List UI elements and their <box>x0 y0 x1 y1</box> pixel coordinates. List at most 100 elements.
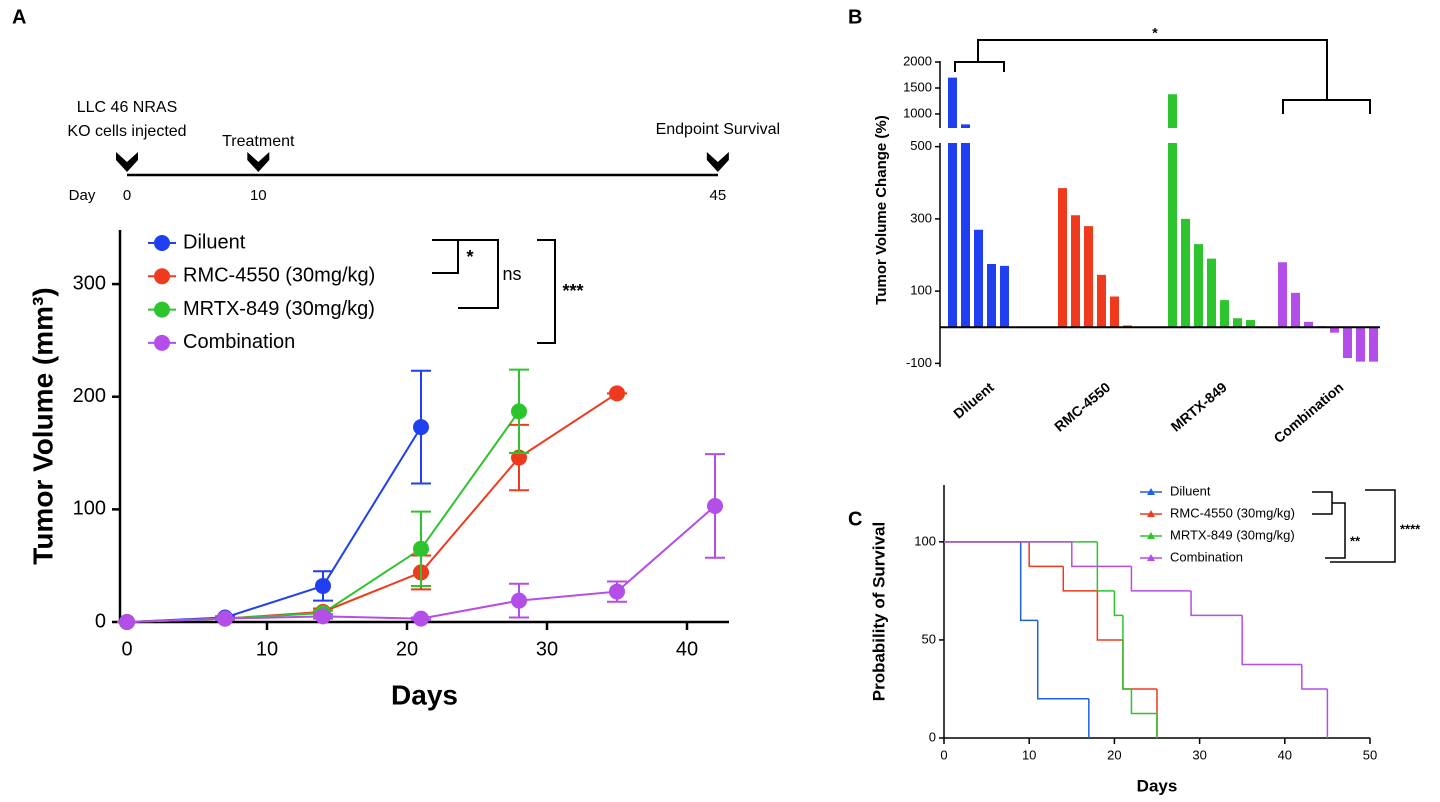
data-point <box>511 592 527 609</box>
bar <box>948 77 957 328</box>
bar <box>987 264 996 328</box>
survival-step <box>1062 566 1098 592</box>
legend-label: MRTX-849 (30mg/kg) <box>183 298 375 320</box>
significance-bracket <box>1330 489 1396 563</box>
x-tick-label: 0 <box>940 747 947 762</box>
y-tick-label: -100 <box>906 355 932 370</box>
panel-label: B <box>848 6 862 28</box>
y-tick-label: 1000 <box>903 105 932 120</box>
x-tick-label: 50 <box>1363 747 1377 762</box>
y-tick-label: 100 <box>914 533 936 548</box>
y-tick-label: 0 <box>929 729 936 744</box>
bar <box>1220 300 1229 328</box>
survival-step <box>1130 566 1192 592</box>
survival-step <box>1113 590 1123 617</box>
timeline-day: 10 <box>250 187 267 204</box>
bar <box>1097 274 1106 328</box>
timeline-label: LLC 46 NRAS <box>77 99 178 116</box>
x-tick-label: 20 <box>396 638 418 660</box>
legend-label: Diluent <box>1170 483 1211 498</box>
x-axis-label: Days <box>391 679 458 710</box>
data-point <box>413 419 429 436</box>
timeline-label: KO cells injected <box>67 123 186 140</box>
data-point <box>609 583 625 600</box>
y-tick-label: 1500 <box>903 79 932 94</box>
y-tick-label: 300 <box>73 272 106 294</box>
legend-label: RMC-4550 (30mg/kg) <box>1170 505 1295 520</box>
bar <box>1058 188 1067 328</box>
significance-bracket <box>458 239 499 309</box>
significance-label: **** <box>1400 521 1421 536</box>
timeline-day: 45 <box>710 187 727 204</box>
legend-label: Diluent <box>183 231 246 253</box>
survival-step <box>1071 541 1132 568</box>
legend-label: Combination <box>183 331 295 353</box>
significance-bracket <box>954 39 1371 114</box>
bar <box>1071 215 1080 328</box>
timeline-day-label: Day <box>69 187 96 204</box>
legend-marker <box>1147 510 1155 517</box>
legend-marker <box>1147 554 1155 561</box>
significance-label: * <box>1152 25 1158 41</box>
bar <box>1168 94 1177 328</box>
bar <box>1194 244 1203 328</box>
panel-label: C <box>848 508 862 530</box>
x-tick-label: 30 <box>536 638 558 660</box>
data-point <box>315 608 331 625</box>
survival-step <box>1096 541 1115 592</box>
significance-label: * <box>466 247 473 267</box>
y-axis-label: Probability of Survival <box>869 522 888 702</box>
x-category-label: RMC-4550 <box>1051 379 1113 435</box>
timeline-arrow <box>706 152 729 172</box>
x-tick-label: 0 <box>121 638 132 660</box>
data-point <box>413 610 429 627</box>
data-point <box>217 610 233 627</box>
x-category-label: MRTX-849 <box>1168 379 1230 435</box>
y-tick-label: 2000 <box>903 53 932 68</box>
data-point <box>413 540 429 557</box>
x-category-label: Combination <box>1270 379 1346 446</box>
x-category-label: Diluent <box>950 379 997 422</box>
significance-bracket <box>537 239 556 344</box>
significance-bracket <box>1312 491 1346 559</box>
survival-step <box>1190 590 1243 617</box>
y-tick-label: 200 <box>73 385 106 407</box>
bar <box>1278 262 1287 328</box>
survival-step <box>1036 620 1089 700</box>
legend-marker <box>1147 488 1155 495</box>
survival-step <box>1028 541 1064 568</box>
survival-step <box>1130 688 1157 715</box>
data-point <box>511 403 527 420</box>
y-tick-label: 300 <box>910 210 932 225</box>
legend-label: Combination <box>1170 549 1243 564</box>
legend-marker <box>1147 532 1155 539</box>
bar <box>1181 218 1190 328</box>
x-tick-label: 40 <box>676 638 698 660</box>
x-tick-label: 10 <box>1022 747 1036 762</box>
y-tick-label: 50 <box>922 631 936 646</box>
bar <box>1330 327 1339 333</box>
x-axis-label: Days <box>1137 776 1178 795</box>
legend-label: MRTX-849 (30mg/kg) <box>1170 527 1295 542</box>
survival-step <box>1301 664 1328 690</box>
series-line <box>126 426 422 623</box>
timeline-arrow <box>116 152 138 172</box>
bar <box>1356 327 1365 362</box>
significance-label: ** <box>1350 533 1361 548</box>
bar <box>1233 318 1242 328</box>
x-tick-label: 40 <box>1278 747 1292 762</box>
y-tick-label: 100 <box>73 498 106 520</box>
bar <box>1000 265 1009 328</box>
timeline-day: 0 <box>123 187 131 204</box>
significance-label: *** <box>562 281 583 301</box>
survival-step <box>1122 615 1132 690</box>
bar <box>1304 321 1313 328</box>
y-tick-label: 500 <box>910 138 932 153</box>
bar <box>1207 258 1216 328</box>
y-axis-label: Tumor Volume (mm³) <box>27 287 58 564</box>
x-tick-label: 30 <box>1192 747 1206 762</box>
significance-bracket <box>432 239 459 274</box>
data-point <box>707 497 723 514</box>
legend-label: RMC-4550 (30mg/kg) <box>183 265 375 287</box>
